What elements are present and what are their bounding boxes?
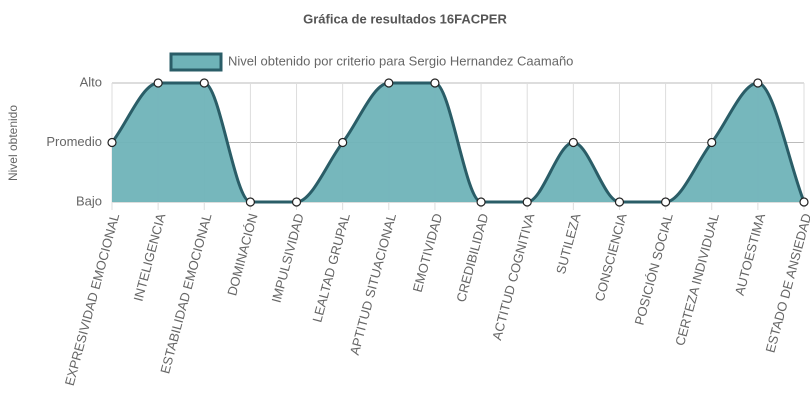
y-tick-label: Promedio [46,134,102,149]
point [522,197,532,207]
x-tick-label: APTITUD SITUACIONAL [347,212,399,357]
chart-title: Gráfica de resultados 16FACPER [303,11,507,26]
x-tick-label: CERTEZA INDIVIDUAL [672,212,722,348]
point [476,197,486,207]
x-tick-label: IMPULSIVIDAD [269,212,307,305]
point [799,197,809,207]
legend-label: Nivel obtenido por criterio para Sergio … [228,53,573,68]
point [707,137,717,148]
y-tick-label: Bajo [76,193,102,208]
point [245,197,255,207]
x-tick-label: LEALTAD GRUPAL [309,212,352,324]
x-tick-label: ESTADO DE ANSIEDAD [763,212,810,355]
point [153,78,163,88]
point [107,137,117,148]
point [291,197,302,207]
line [110,81,806,204]
point [614,197,625,207]
point [430,78,440,88]
point [199,78,209,88]
x-tick-label: DOMINACIÓN [224,212,260,298]
x-tick-label: POSICIÓN SOCIAL [632,212,676,327]
x-tick-label: EMOTIVIDAD [410,212,445,294]
x-tick-label: ACTITUD COGNITIVA [489,211,537,341]
x-tick-label: SUTILEZA [553,211,584,275]
x-tick-label: INTELIGENCIA [130,211,168,302]
x-tick-label: CREDIBILIDAD [453,212,491,304]
y-axis-label: Nivel obtenido [6,105,20,181]
point [384,78,394,88]
x-tick-label: AUTOESTIMA [732,211,768,297]
x-tick-label: CONSCIENCIA [592,211,630,302]
point [568,137,578,148]
point [660,197,671,207]
legend-swatch [169,52,223,72]
point [753,78,763,88]
point [338,137,348,148]
x-tick-label: EXPRESIVIDAD EMOCIONAL [62,212,122,388]
y-tick-label: Alto [80,74,102,89]
x-tick-label: ESTABILIDAD EMOCIONAL [157,212,214,375]
